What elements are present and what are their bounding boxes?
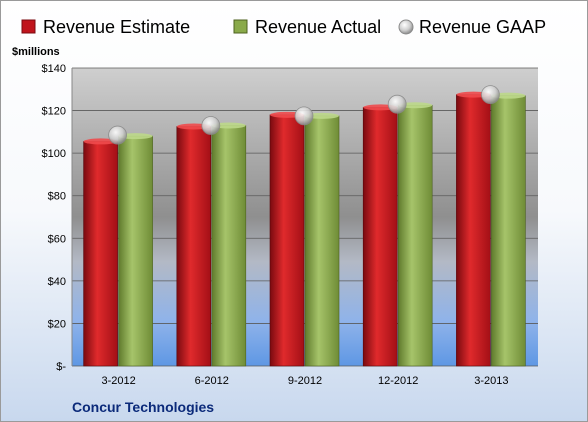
gaap-marker [108, 125, 127, 145]
actual-bar-cap [305, 112, 339, 119]
y-tick-label: $100 [42, 148, 66, 160]
company-name: Concur Technologies [72, 399, 214, 415]
y-tick-label: $120 [42, 106, 66, 118]
gaap-marker [387, 94, 407, 114]
y-axis-ticks: $- $20 $40 $60 $80 $100 $120 $140 [42, 63, 67, 373]
x-tick-label: 6-2012 [195, 375, 229, 387]
y-tick-label: $- [56, 361, 66, 373]
legend-swatch [398, 19, 414, 35]
estimate-bar [83, 141, 118, 367]
x-tick-label: 12-2012 [378, 375, 418, 387]
y-tick-label: $80 [48, 191, 66, 203]
y-tick-label: $140 [42, 63, 66, 75]
actual-bar [304, 115, 340, 367]
y-tick-label: $60 [48, 233, 66, 245]
actual-bar [118, 135, 153, 367]
legend: Revenue Estimate Revenue Actual Revenue GA… [21, 17, 546, 37]
x-axis-ticks: 3-2012 6-2012 9-2012 12-2012 3-2013 [101, 375, 508, 387]
y-unit-label: $millions [12, 46, 60, 58]
actual-bar [491, 95, 526, 367]
gaap-marker [480, 85, 500, 105]
estimate-bar [362, 107, 398, 367]
legend-label: Revenue Actual [255, 17, 381, 37]
bars [83, 91, 526, 367]
y-tick-label: $40 [48, 276, 66, 288]
estimate-bar [176, 126, 212, 367]
actual-bar [211, 125, 247, 367]
gaap-marker [294, 106, 314, 126]
x-tick-label: 9-2012 [288, 375, 322, 387]
legend-label: Revenue Estimate [43, 17, 190, 37]
actual-bar-cap [398, 102, 433, 109]
x-tick-label: 3-2012 [101, 375, 135, 387]
legend-label: Revenue GAAP [419, 17, 546, 37]
actual-bar-cap [491, 92, 526, 99]
estimate-bar [456, 94, 491, 367]
legend-swatch [233, 19, 248, 34]
legend-swatch [21, 19, 36, 34]
gaap-markers [108, 85, 500, 145]
y-tick-label: $20 [48, 318, 66, 330]
actual-bar [397, 104, 433, 367]
estimate-bar-cap [83, 138, 118, 145]
estimate-bar [269, 114, 305, 367]
actual-bar-cap [118, 133, 153, 140]
gaap-marker [201, 116, 221, 135]
actual-bar-cap [211, 122, 246, 129]
x-tick-label: 3-2013 [474, 375, 508, 387]
